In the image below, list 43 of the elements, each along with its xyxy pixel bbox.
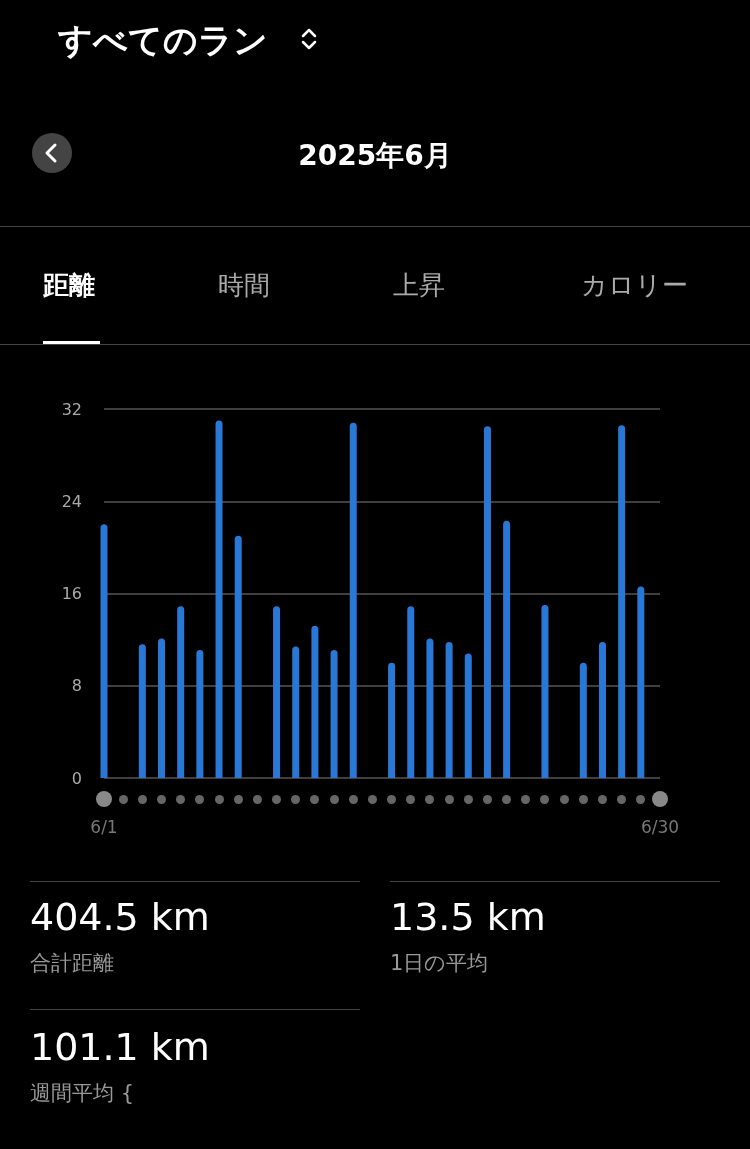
bar bbox=[330, 650, 338, 778]
x-tick-label: 6/1 bbox=[90, 816, 118, 837]
text: 合計距離 bbox=[30, 950, 114, 977]
text: 101.1 km bbox=[30, 1025, 210, 1069]
x-tick-label: 6/30 bbox=[640, 816, 680, 837]
bar bbox=[445, 641, 453, 778]
bar bbox=[426, 638, 434, 778]
bar bbox=[579, 662, 587, 778]
bar bbox=[349, 422, 357, 778]
bar bbox=[503, 520, 511, 778]
bar bbox=[100, 524, 108, 778]
bar bbox=[598, 641, 606, 778]
bar bbox=[158, 638, 166, 778]
bar bbox=[637, 586, 645, 778]
y-tick-label: 24 bbox=[61, 491, 82, 511]
bar bbox=[388, 662, 396, 778]
text: カロリー bbox=[581, 269, 688, 302]
text: 距離 bbox=[43, 269, 95, 302]
text: 週間平均 { bbox=[30, 1080, 135, 1107]
bar bbox=[234, 535, 242, 778]
bar bbox=[618, 425, 626, 778]
bar bbox=[464, 653, 472, 778]
bar bbox=[138, 644, 146, 778]
bar bbox=[483, 426, 491, 778]
bar bbox=[407, 606, 415, 778]
y-tick-label: 0 bbox=[71, 768, 82, 788]
bar bbox=[177, 606, 185, 778]
text: 13.5 km bbox=[390, 895, 546, 939]
y-tick-label: 32 bbox=[61, 399, 82, 419]
bar bbox=[196, 650, 204, 778]
y-tick-label: 8 bbox=[71, 676, 82, 696]
text: 1日の平均 bbox=[390, 950, 489, 977]
bar bbox=[273, 606, 281, 778]
text: 時間 bbox=[218, 269, 270, 302]
bar bbox=[311, 625, 319, 778]
text: 404.5 km bbox=[30, 895, 210, 939]
text: 上昇 bbox=[393, 269, 445, 302]
chart-title: すべてのラン bbox=[58, 19, 268, 62]
bar bbox=[541, 605, 549, 778]
chart-subtitle: 2025年6月 bbox=[297, 138, 453, 174]
y-tick-label: 16 bbox=[61, 584, 82, 603]
bar bbox=[292, 646, 300, 778]
bar bbox=[215, 420, 223, 778]
